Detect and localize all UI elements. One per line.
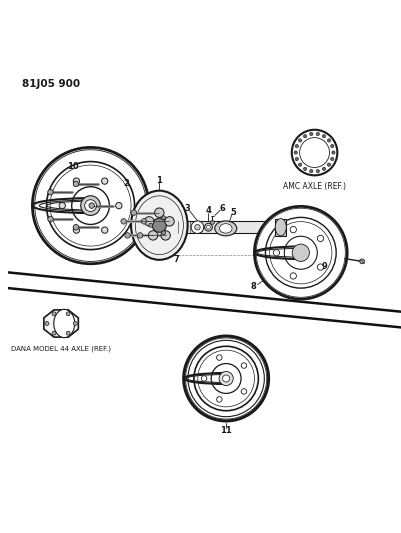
Circle shape [327, 163, 331, 166]
Circle shape [292, 130, 337, 175]
Circle shape [300, 138, 330, 167]
Circle shape [191, 221, 204, 233]
Circle shape [207, 225, 211, 229]
Circle shape [310, 169, 313, 173]
Circle shape [322, 167, 326, 171]
Circle shape [155, 208, 164, 217]
Circle shape [217, 355, 222, 360]
Circle shape [317, 235, 324, 241]
Ellipse shape [131, 191, 188, 260]
Circle shape [73, 227, 79, 233]
Circle shape [184, 336, 269, 421]
Circle shape [316, 169, 320, 173]
Polygon shape [44, 310, 78, 337]
Circle shape [48, 189, 53, 195]
Circle shape [73, 181, 79, 187]
Circle shape [116, 203, 122, 209]
Circle shape [101, 178, 108, 184]
Text: DANA MODEL 44 AXLE (REF.): DANA MODEL 44 AXLE (REF.) [11, 346, 111, 352]
Text: 7: 7 [173, 255, 179, 264]
Circle shape [121, 219, 126, 224]
Circle shape [141, 219, 147, 224]
Circle shape [201, 376, 207, 381]
Circle shape [290, 227, 296, 233]
Circle shape [327, 139, 331, 142]
Circle shape [273, 249, 279, 256]
Ellipse shape [219, 224, 232, 233]
Ellipse shape [275, 219, 286, 236]
Circle shape [89, 203, 95, 208]
Circle shape [295, 157, 298, 160]
Circle shape [59, 203, 65, 209]
FancyBboxPatch shape [275, 219, 286, 236]
Circle shape [66, 331, 70, 335]
Circle shape [304, 167, 307, 171]
Circle shape [131, 210, 137, 215]
Circle shape [66, 312, 70, 316]
Circle shape [322, 134, 326, 138]
Text: 2: 2 [123, 180, 129, 189]
Text: 3: 3 [185, 204, 190, 213]
Circle shape [330, 144, 334, 148]
Circle shape [241, 389, 247, 394]
Text: 6: 6 [219, 204, 225, 213]
Ellipse shape [54, 309, 75, 337]
Circle shape [32, 148, 149, 264]
Circle shape [45, 321, 49, 326]
Circle shape [81, 196, 100, 215]
Text: 8: 8 [251, 281, 257, 290]
Circle shape [73, 178, 79, 184]
Text: 11: 11 [220, 426, 232, 435]
Circle shape [211, 221, 215, 224]
Circle shape [317, 264, 324, 270]
Circle shape [73, 224, 79, 230]
Circle shape [52, 312, 56, 316]
Circle shape [360, 259, 365, 264]
Circle shape [162, 231, 166, 235]
Circle shape [254, 206, 347, 299]
Circle shape [310, 132, 313, 135]
FancyBboxPatch shape [162, 221, 275, 233]
Circle shape [241, 363, 247, 368]
Circle shape [304, 134, 307, 138]
Circle shape [152, 218, 166, 232]
Circle shape [165, 216, 174, 226]
Text: 1: 1 [156, 175, 162, 184]
Text: 10: 10 [67, 162, 79, 171]
Text: AMC AXLE (REF.): AMC AXLE (REF.) [283, 182, 346, 191]
Circle shape [162, 216, 166, 220]
Ellipse shape [215, 221, 237, 236]
Circle shape [48, 216, 53, 222]
Circle shape [330, 157, 334, 160]
Circle shape [101, 227, 108, 233]
Circle shape [195, 224, 200, 230]
Circle shape [205, 223, 213, 231]
Text: 9: 9 [322, 262, 327, 271]
Text: 81J05 900: 81J05 900 [22, 79, 80, 89]
Circle shape [125, 233, 130, 238]
Circle shape [73, 321, 77, 326]
Circle shape [148, 231, 158, 240]
Circle shape [298, 139, 302, 142]
Circle shape [316, 132, 320, 135]
Circle shape [149, 223, 153, 227]
Circle shape [292, 244, 310, 261]
Circle shape [290, 273, 296, 279]
Circle shape [294, 151, 297, 154]
Text: 4: 4 [206, 206, 211, 215]
Circle shape [137, 233, 143, 238]
Circle shape [52, 331, 56, 335]
Circle shape [219, 372, 233, 385]
Circle shape [223, 375, 230, 382]
Circle shape [295, 144, 298, 148]
Circle shape [85, 200, 97, 212]
Circle shape [161, 231, 170, 240]
Circle shape [298, 163, 302, 166]
Circle shape [144, 216, 154, 226]
Circle shape [332, 151, 335, 154]
Circle shape [217, 397, 222, 402]
Text: 5: 5 [230, 208, 236, 217]
